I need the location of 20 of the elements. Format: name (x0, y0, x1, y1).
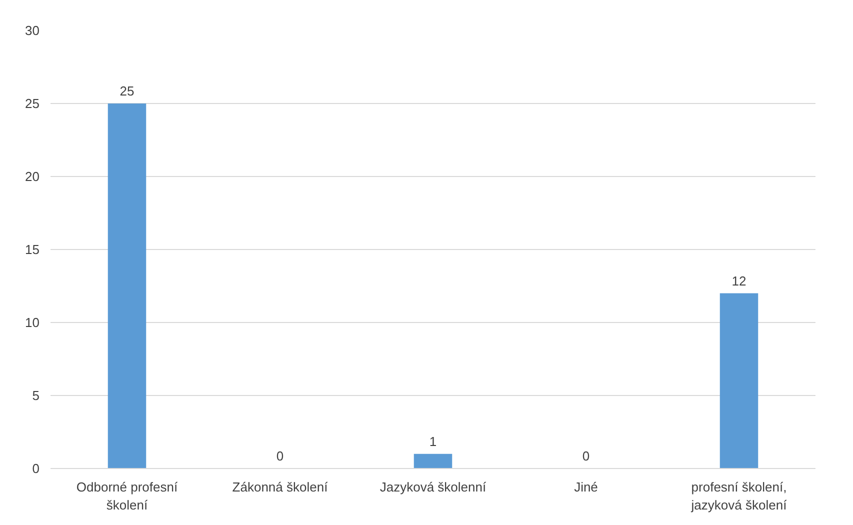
y-tick-label: 5 (32, 388, 40, 403)
y-tick-label: 30 (25, 23, 40, 38)
y-tick-label: 15 (25, 242, 40, 257)
bar (720, 293, 758, 468)
data-label: 12 (732, 273, 746, 288)
data-label: 25 (120, 84, 134, 98)
bar (108, 104, 146, 468)
data-label: 0 (276, 448, 284, 464)
x-tick-label: profesní školení, jazyková školení (690, 480, 788, 512)
data-label: 1 (429, 434, 437, 449)
y-tick-label: 10 (25, 315, 40, 330)
x-tick-label: Odborné profesní školení (76, 480, 178, 512)
x-tick-label: Jazyková školenní (380, 480, 486, 494)
x-tick-label: Zákonná školení (232, 480, 328, 494)
x-tick-label: Jiné (574, 480, 598, 494)
y-tick-label: 25 (25, 96, 40, 111)
y-tick-label: 0 (32, 461, 40, 476)
bar (414, 454, 452, 468)
y-tick-label: 20 (25, 169, 40, 184)
data-label: 0 (582, 448, 590, 464)
